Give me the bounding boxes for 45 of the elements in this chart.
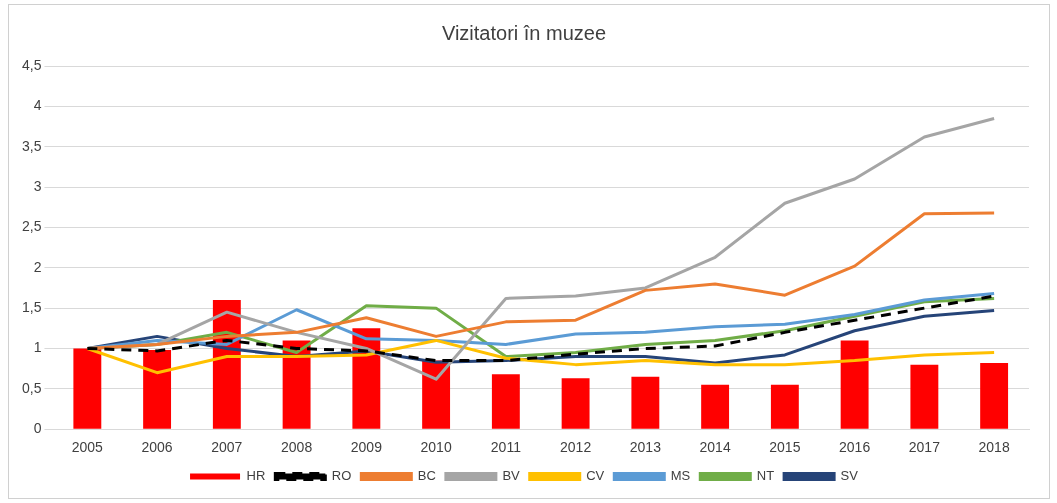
legend-label: NT (756, 468, 775, 484)
x-tick-label: 2006 (141, 439, 173, 456)
bar (631, 376, 660, 429)
y-tick-label: 3,5 (21, 137, 42, 154)
bar (282, 340, 311, 429)
bar (561, 378, 590, 429)
legend-label: MS (670, 468, 691, 484)
bar (73, 348, 102, 429)
legend-label: CV (586, 468, 605, 484)
bar (143, 350, 172, 429)
x-tick-label: 2012 (560, 439, 592, 456)
x-tick-label: 2014 (699, 439, 731, 456)
bar (422, 360, 451, 429)
x-tick-label: 2007 (211, 439, 243, 456)
chart-title: Vizitatori în muzee (441, 21, 607, 44)
y-tick-label: 1,5 (21, 298, 42, 315)
bar (701, 384, 730, 429)
x-tick-label: 2015 (769, 439, 801, 456)
bar (491, 374, 520, 429)
x-tick-label: 2010 (420, 439, 452, 456)
bar (770, 384, 799, 429)
x-tick-label: 2016 (839, 439, 871, 456)
y-tick-label: 2 (33, 258, 42, 275)
y-tick-label: 0 (33, 420, 42, 437)
legend-label: BV (502, 468, 521, 484)
y-tick-label: 0,5 (21, 379, 42, 396)
x-tick-label: 2009 (350, 439, 383, 456)
y-tick-label: 3 (33, 177, 42, 194)
x-tick-label: 2005 (71, 439, 104, 456)
bar (840, 340, 869, 429)
x-tick-label: 2013 (629, 439, 662, 456)
legend-label: HR (246, 468, 266, 484)
x-tick-label: 2017 (908, 439, 941, 456)
legend-label: BC (417, 468, 436, 484)
x-tick-label: 2018 (978, 439, 1010, 456)
legend-label: SV (840, 468, 859, 484)
y-tick-label: 1 (33, 339, 42, 356)
y-tick-label: 2,5 (21, 218, 42, 235)
bar (980, 363, 1009, 429)
bar (910, 364, 939, 429)
x-tick-label: 2011 (490, 439, 522, 456)
y-tick-label: 4,5 (21, 56, 42, 73)
x-tick-label: 2008 (281, 439, 313, 456)
legend-label: RO (331, 468, 352, 484)
y-tick-label: 4 (33, 97, 42, 114)
